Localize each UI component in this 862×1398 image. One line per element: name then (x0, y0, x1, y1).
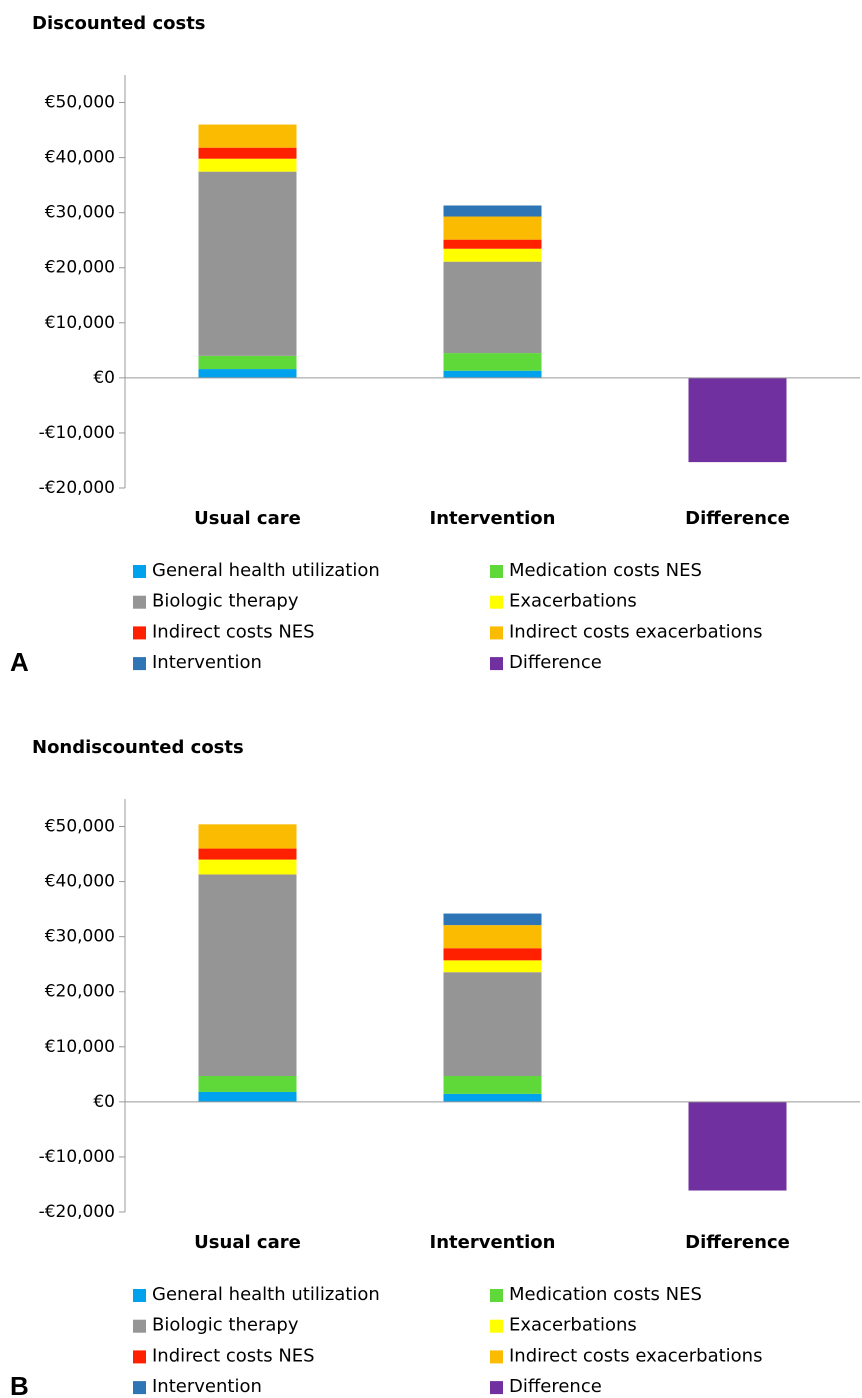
legend-label: Exacerbations (509, 591, 637, 612)
x-tick-label: Usual care (194, 508, 301, 529)
x-tick-label: Intervention (430, 508, 556, 529)
bar-segment (198, 859, 297, 875)
x-tick-label: Intervention (430, 1232, 556, 1253)
y-tick-label: €20,000 (45, 258, 115, 278)
y-tick-label: -€20,000 (39, 1202, 115, 1222)
legend-label: Biologic therapy (152, 591, 299, 612)
legend-label: Medication costs NES (509, 1284, 702, 1305)
y-tick-label: €50,000 (45, 817, 115, 837)
bar-segment (198, 874, 297, 1076)
bar-segment (443, 948, 542, 961)
bar-segment (198, 1091, 297, 1102)
bar-segment (443, 248, 542, 262)
y-tick-label: €50,000 (45, 93, 115, 113)
bar-segment (198, 147, 297, 159)
bar-segment (198, 824, 297, 849)
panel-label: B (10, 1371, 29, 1398)
bar-segment (443, 216, 542, 240)
legend-label: Biologic therapy (152, 1315, 299, 1336)
bar-segment (198, 158, 297, 172)
legend-label: Intervention (152, 652, 262, 673)
bar-segment (443, 1093, 542, 1102)
y-tick-label: -€10,000 (39, 423, 115, 443)
legend-swatch (133, 1381, 146, 1395)
legend-swatch (133, 1289, 146, 1302)
chart-title: Nondiscounted costs (32, 737, 244, 758)
x-tick-label: Difference (685, 1232, 790, 1253)
y-tick-label: €30,000 (45, 203, 115, 223)
bar-segment (443, 960, 542, 973)
bar-segment (443, 370, 542, 378)
legend-swatch (133, 657, 146, 671)
legend-label: Difference (509, 1376, 602, 1397)
x-tick-label: Difference (685, 508, 790, 529)
legend-swatch (490, 595, 503, 609)
bar-segment (198, 124, 297, 148)
legend-swatch (490, 626, 503, 640)
legend-swatch (490, 1350, 503, 1364)
bar-segment (198, 369, 297, 378)
y-tick-label: -€10,000 (39, 1147, 115, 1167)
panel-label: A (10, 647, 29, 677)
legend-label: Indirect costs exacerbations (509, 1345, 762, 1366)
y-tick-label: €30,000 (45, 927, 115, 947)
y-tick-label: €20,000 (45, 982, 115, 1002)
legend-label: Indirect costs NES (152, 1345, 315, 1366)
x-tick-label: Usual care (194, 1232, 301, 1253)
bar-segment (688, 1101, 787, 1191)
y-tick-label: -€20,000 (39, 478, 115, 498)
y-tick-label: €10,000 (45, 1037, 115, 1057)
legend-swatch (490, 565, 503, 578)
bar-segment (443, 239, 542, 249)
legend-label: Exacerbations (509, 1315, 637, 1336)
y-tick-label: €40,000 (45, 148, 115, 168)
bar-segment (198, 171, 297, 356)
legend-swatch (133, 595, 146, 609)
bar-segment (443, 261, 542, 354)
bar-segment (443, 913, 542, 926)
bar-segment (443, 925, 542, 949)
legend-swatch (490, 1319, 503, 1333)
legend-label: Difference (509, 652, 602, 673)
legend-swatch (490, 1289, 503, 1302)
legend-swatch (133, 1350, 146, 1364)
legend-swatch (490, 1381, 503, 1395)
bar-segment (443, 972, 542, 1076)
bar-segment (198, 848, 297, 860)
bar-segment (443, 1075, 542, 1094)
y-tick-label: €0 (93, 368, 115, 388)
bar-segment (198, 355, 297, 370)
y-tick-label: €10,000 (45, 313, 115, 333)
bar-segment (443, 353, 542, 371)
bar-segment (198, 1075, 297, 1092)
y-tick-label: €0 (93, 1092, 115, 1112)
y-tick-label: €40,000 (45, 872, 115, 892)
chart-title: Discounted costs (32, 13, 206, 34)
legend-swatch (133, 1319, 146, 1333)
legend-label: Indirect costs NES (152, 621, 315, 642)
legend-label: General health utilization (152, 560, 380, 581)
legend-swatch (133, 626, 146, 640)
legend-swatch (133, 565, 146, 578)
bar-segment (443, 205, 542, 217)
legend-label: Indirect costs exacerbations (509, 621, 762, 642)
legend-label: General health utilization (152, 1284, 380, 1305)
legend-swatch (490, 657, 503, 671)
legend-label: Medication costs NES (509, 560, 702, 581)
bar-segment (688, 377, 787, 463)
legend-label: Intervention (152, 1376, 262, 1397)
